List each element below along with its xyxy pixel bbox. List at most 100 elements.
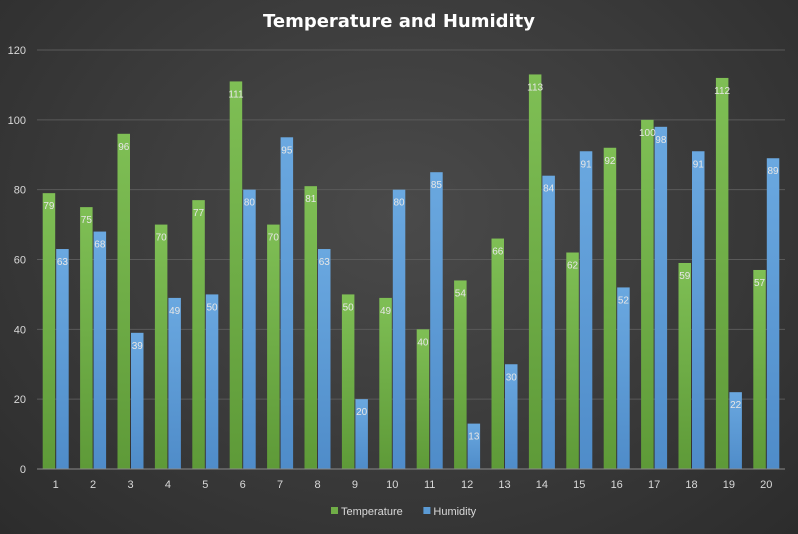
- bar-temperature: [267, 224, 280, 469]
- y-tick-label: 20: [14, 394, 26, 406]
- bar-humidity: [542, 175, 555, 469]
- x-axis-ticks: 1 2 3 4 5 6 7 8 9 10 11 12 13 14 15 16 17 18 19 20: [53, 479, 773, 491]
- data-label-temperature: 54: [455, 288, 467, 299]
- data-label-humidity: 95: [281, 145, 293, 156]
- bar-humidity: [243, 189, 256, 469]
- gridlines: [37, 49, 785, 400]
- data-label-humidity: 49: [169, 306, 181, 317]
- bar-humidity: [617, 287, 630, 469]
- bar-humidity: [579, 151, 593, 469]
- x-tick-label: 5: [202, 479, 208, 491]
- data-labels: 79 63 75 68 96 39 70 49 77 50 111 80 70 95 81 63 50 20 49 8…: [43, 82, 779, 442]
- data-label-humidity: 22: [730, 400, 742, 411]
- data-label-humidity: 13: [468, 432, 480, 443]
- legend-label-humidity: Humidity: [433, 506, 476, 518]
- bar-temperature: [454, 280, 467, 469]
- x-tick-label: 12: [461, 479, 473, 491]
- bars: [42, 74, 780, 470]
- x-tick-label: 6: [240, 479, 246, 491]
- data-label-humidity: 50: [206, 302, 218, 313]
- data-label-humidity: 80: [244, 198, 256, 209]
- data-label-humidity: 89: [767, 166, 779, 177]
- x-tick-label: 17: [648, 479, 660, 491]
- bar-humidity: [729, 392, 742, 469]
- legend-label-temperature: Temperature: [341, 506, 403, 518]
- data-label-temperature: 100: [639, 128, 656, 139]
- data-label-humidity: 68: [94, 240, 106, 251]
- bar-humidity: [355, 399, 368, 469]
- x-tick-label: 19: [723, 479, 735, 491]
- data-label-temperature: 113: [527, 82, 543, 93]
- x-tick-label: 7: [277, 479, 283, 491]
- legend-swatch-humidity: [423, 507, 431, 514]
- bar-humidity: [131, 332, 144, 469]
- data-label-temperature: 59: [679, 271, 691, 282]
- x-tick-label: 10: [386, 479, 398, 491]
- bar-temperature: [678, 262, 691, 469]
- data-label-temperature: 81: [305, 194, 317, 205]
- bar-humidity: [766, 158, 780, 469]
- bar-humidity: [93, 231, 107, 469]
- data-label-humidity: 91: [580, 159, 592, 170]
- bar-temperature: [42, 193, 56, 470]
- data-label-humidity: 63: [319, 257, 331, 268]
- bar-humidity: [205, 294, 219, 469]
- bar-temperature: [566, 252, 579, 469]
- data-label-temperature: 40: [417, 337, 429, 348]
- x-tick-label: 20: [760, 479, 772, 491]
- y-axis-ticks: 0 20 40 60 80 100 120: [8, 45, 26, 476]
- bar-humidity: [692, 151, 705, 469]
- y-tick-label: 40: [14, 324, 26, 336]
- bar-humidity: [467, 423, 481, 469]
- bar-humidity: [280, 137, 294, 469]
- bar-humidity: [654, 126, 668, 470]
- data-label-humidity: 98: [655, 135, 667, 146]
- bar-temperature: [416, 329, 430, 469]
- x-tick-label: 2: [90, 479, 96, 491]
- data-label-humidity: 91: [693, 159, 705, 170]
- data-label-temperature: 112: [714, 86, 730, 97]
- chart-title: Temperature and Humidity: [263, 11, 535, 32]
- y-tick-label: 100: [8, 115, 26, 127]
- bar-temperature: [80, 207, 93, 469]
- data-label-temperature: 62: [567, 261, 579, 272]
- data-label-temperature: 50: [343, 302, 355, 313]
- bar-humidity: [56, 249, 69, 469]
- legend-swatch-temperature: [331, 507, 338, 514]
- x-tick-label: 1: [53, 479, 59, 491]
- bar-humidity: [392, 189, 406, 469]
- bar-temperature: [154, 224, 168, 469]
- y-tick-label: 0: [20, 464, 26, 476]
- data-label-temperature: 70: [156, 233, 168, 244]
- x-tick-label: 3: [127, 479, 133, 491]
- data-label-humidity: 39: [132, 341, 144, 352]
- x-tick-label: 9: [352, 479, 358, 491]
- data-label-temperature: 77: [193, 208, 205, 219]
- legend: Temperature Humidity: [331, 506, 477, 518]
- bar-temperature: [379, 297, 392, 469]
- y-tick-label: 120: [8, 45, 26, 57]
- x-tick-label: 13: [498, 479, 510, 491]
- data-label-temperature: 96: [118, 142, 130, 153]
- data-label-temperature: 111: [228, 89, 244, 100]
- data-label-temperature: 57: [754, 278, 766, 289]
- data-label-temperature: 79: [43, 201, 55, 212]
- bar-humidity: [168, 297, 181, 469]
- x-tick-label: 15: [573, 479, 585, 491]
- data-label-temperature: 66: [492, 247, 504, 258]
- data-label-humidity: 84: [543, 184, 555, 195]
- x-tick-label: 14: [536, 479, 548, 491]
- y-tick-label: 60: [14, 255, 26, 267]
- y-tick-label: 80: [14, 185, 26, 197]
- data-label-humidity: 80: [393, 198, 405, 209]
- bar-temperature: [753, 269, 766, 469]
- bar-humidity: [505, 364, 518, 469]
- data-label-humidity: 52: [618, 295, 630, 306]
- data-label-humidity: 85: [431, 180, 443, 191]
- bar-temperature: [491, 238, 504, 469]
- data-label-temperature: 70: [268, 233, 280, 244]
- bar-temperature: [528, 74, 542, 470]
- data-label-humidity: 30: [506, 372, 518, 383]
